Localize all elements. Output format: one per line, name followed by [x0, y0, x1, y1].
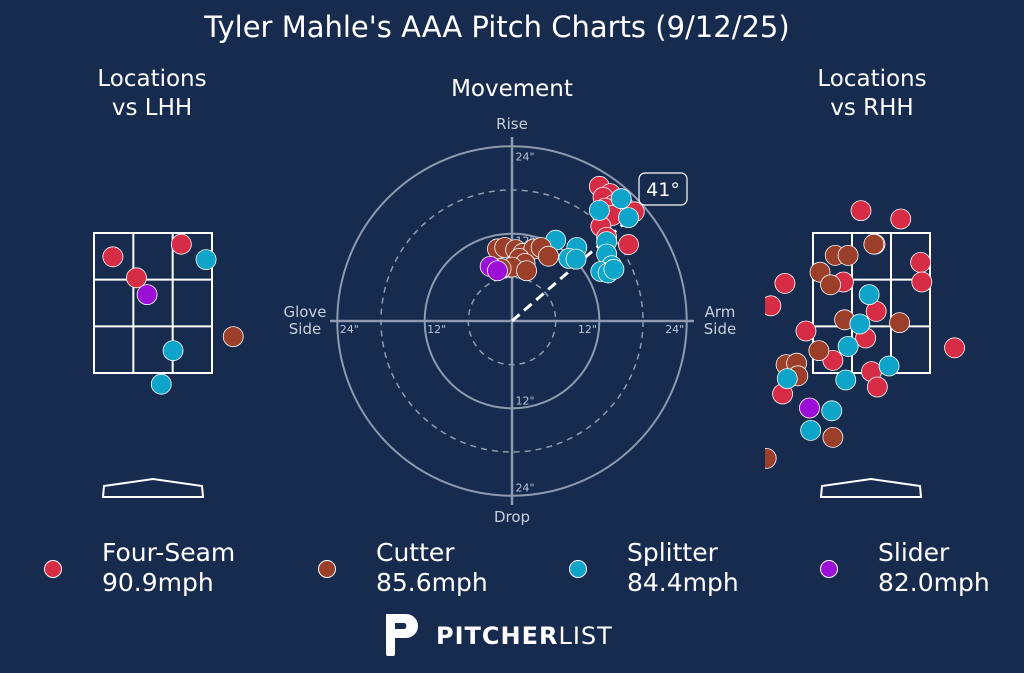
rhh-title: Locations vs RHH: [817, 66, 927, 121]
pitch-point-splitter: [610, 188, 632, 210]
pitch-point-splitter: [776, 368, 798, 390]
ring-label-24-left: 24": [340, 323, 359, 336]
glove-side-label: Glove Side: [283, 303, 326, 338]
arm-side-label: Arm Side: [704, 303, 736, 338]
pitch-point-splitter: [837, 335, 859, 357]
pitch-point-four-seam: [126, 267, 147, 289]
pitch-point-splitter: [858, 284, 880, 306]
pitch-point-four-seam: [890, 208, 912, 230]
home-plate: [819, 477, 923, 498]
pitch-point-four-seam: [866, 376, 888, 398]
arm-angle-value: 41°: [646, 179, 680, 201]
pitch-point-splitter: [878, 355, 900, 377]
pitch-point-splitter: [603, 258, 625, 280]
pitch-point-splitter: [821, 400, 843, 422]
brand-name-bold: PITCHER: [436, 622, 559, 650]
pitch-point-four-seam: [795, 320, 817, 342]
legend-swatch: [44, 560, 62, 578]
pitch-point-splitter: [195, 249, 217, 270]
pitcherlist-p-logo: [386, 614, 418, 656]
pitch-point-cutter: [820, 274, 841, 296]
pitch-point-slider: [487, 260, 508, 282]
pitch-point-cutter: [863, 233, 885, 255]
ring-label-24-right: 24": [665, 323, 684, 336]
glove-side-label-line: Side: [289, 320, 321, 338]
pitch-point-four-seam: [765, 295, 782, 317]
pitch-point-splitter: [835, 369, 857, 391]
drop-label: Drop: [494, 508, 530, 526]
pitch-point-cutter: [808, 340, 830, 362]
pitch-point-cutter: [822, 426, 844, 448]
pitch-point-splitter: [162, 340, 184, 362]
lhh-location-chart: [93, 232, 244, 498]
pitch-point-splitter: [565, 248, 587, 270]
page-title: Tyler Mahle's AAA Pitch Charts (9/12/25): [204, 10, 790, 44]
legend-name: Cutter: [376, 538, 455, 567]
pitch-point-slider: [799, 397, 820, 419]
pitch-point-cutter: [765, 448, 777, 469]
glove-side-label-line: Glove: [283, 303, 326, 321]
legend-speed: 90.9mph: [102, 568, 214, 597]
legend-speed: 82.0mph: [878, 568, 990, 597]
arm-side-label-line: Arm: [705, 303, 736, 321]
legend-speed: 85.6mph: [376, 568, 488, 597]
drop-label-line: Drop: [494, 508, 530, 526]
pitch-point-splitter: [800, 419, 822, 441]
rise-label-line: Rise: [496, 115, 528, 133]
pitch-point-splitter: [849, 313, 871, 335]
pitch-point-four-seam: [618, 234, 639, 255]
pitch-point-four-seam: [911, 271, 933, 293]
pitch-point-four-seam: [944, 337, 965, 359]
lhh-title: Locations vs LHH: [97, 66, 207, 121]
pitch-point-four-seam: [774, 272, 796, 294]
pitch-point-splitter: [150, 373, 172, 395]
legend-name: Slider: [878, 538, 950, 567]
pitch-point-four-seam: [850, 200, 872, 221]
arm-angle-badge: [638, 172, 688, 206]
arm-side-label-line: Side: [704, 320, 736, 338]
ring-label-24-bottom: 24": [515, 482, 534, 495]
pitch-point-cutter: [837, 245, 859, 266]
brand-name-light: LIST: [558, 622, 613, 650]
legend-speed: 84.4mph: [627, 568, 739, 597]
home-plate: [101, 477, 205, 498]
pitch-point-cutter: [537, 245, 559, 267]
pitch-point-cutter: [222, 326, 244, 348]
pitch-point-splitter: [618, 207, 639, 229]
legend-swatch: [820, 560, 838, 578]
legend-swatch: [318, 560, 336, 578]
rise-label: Rise: [496, 115, 528, 133]
strike-zone: [93, 232, 213, 374]
legend-name: Four-Seam: [102, 538, 236, 567]
ring-label-24-top: 24": [515, 150, 534, 163]
legend-name: Splitter: [627, 538, 718, 567]
rhh-location-chart: [765, 200, 965, 498]
pitch-point-splitter: [588, 199, 610, 221]
movement-title: Movement: [451, 76, 573, 102]
ring-label-12-left: 12": [427, 323, 446, 336]
pitch-point-slider: [136, 284, 158, 306]
pitch-point-four-seam: [170, 233, 192, 255]
legend-swatch: [569, 560, 587, 578]
pitch-point-cutter: [889, 312, 910, 334]
ring-label-12-right: 12": [578, 323, 597, 336]
pitch-point-cutter: [516, 260, 537, 282]
ring-label-12-bottom: 12": [515, 394, 534, 407]
brand-name: PITCHERLIST: [436, 622, 613, 650]
pitch-point-four-seam: [910, 252, 932, 273]
pitch-point-four-seam: [102, 246, 124, 268]
brand-logo: PITCHERLIST: [384, 612, 624, 658]
